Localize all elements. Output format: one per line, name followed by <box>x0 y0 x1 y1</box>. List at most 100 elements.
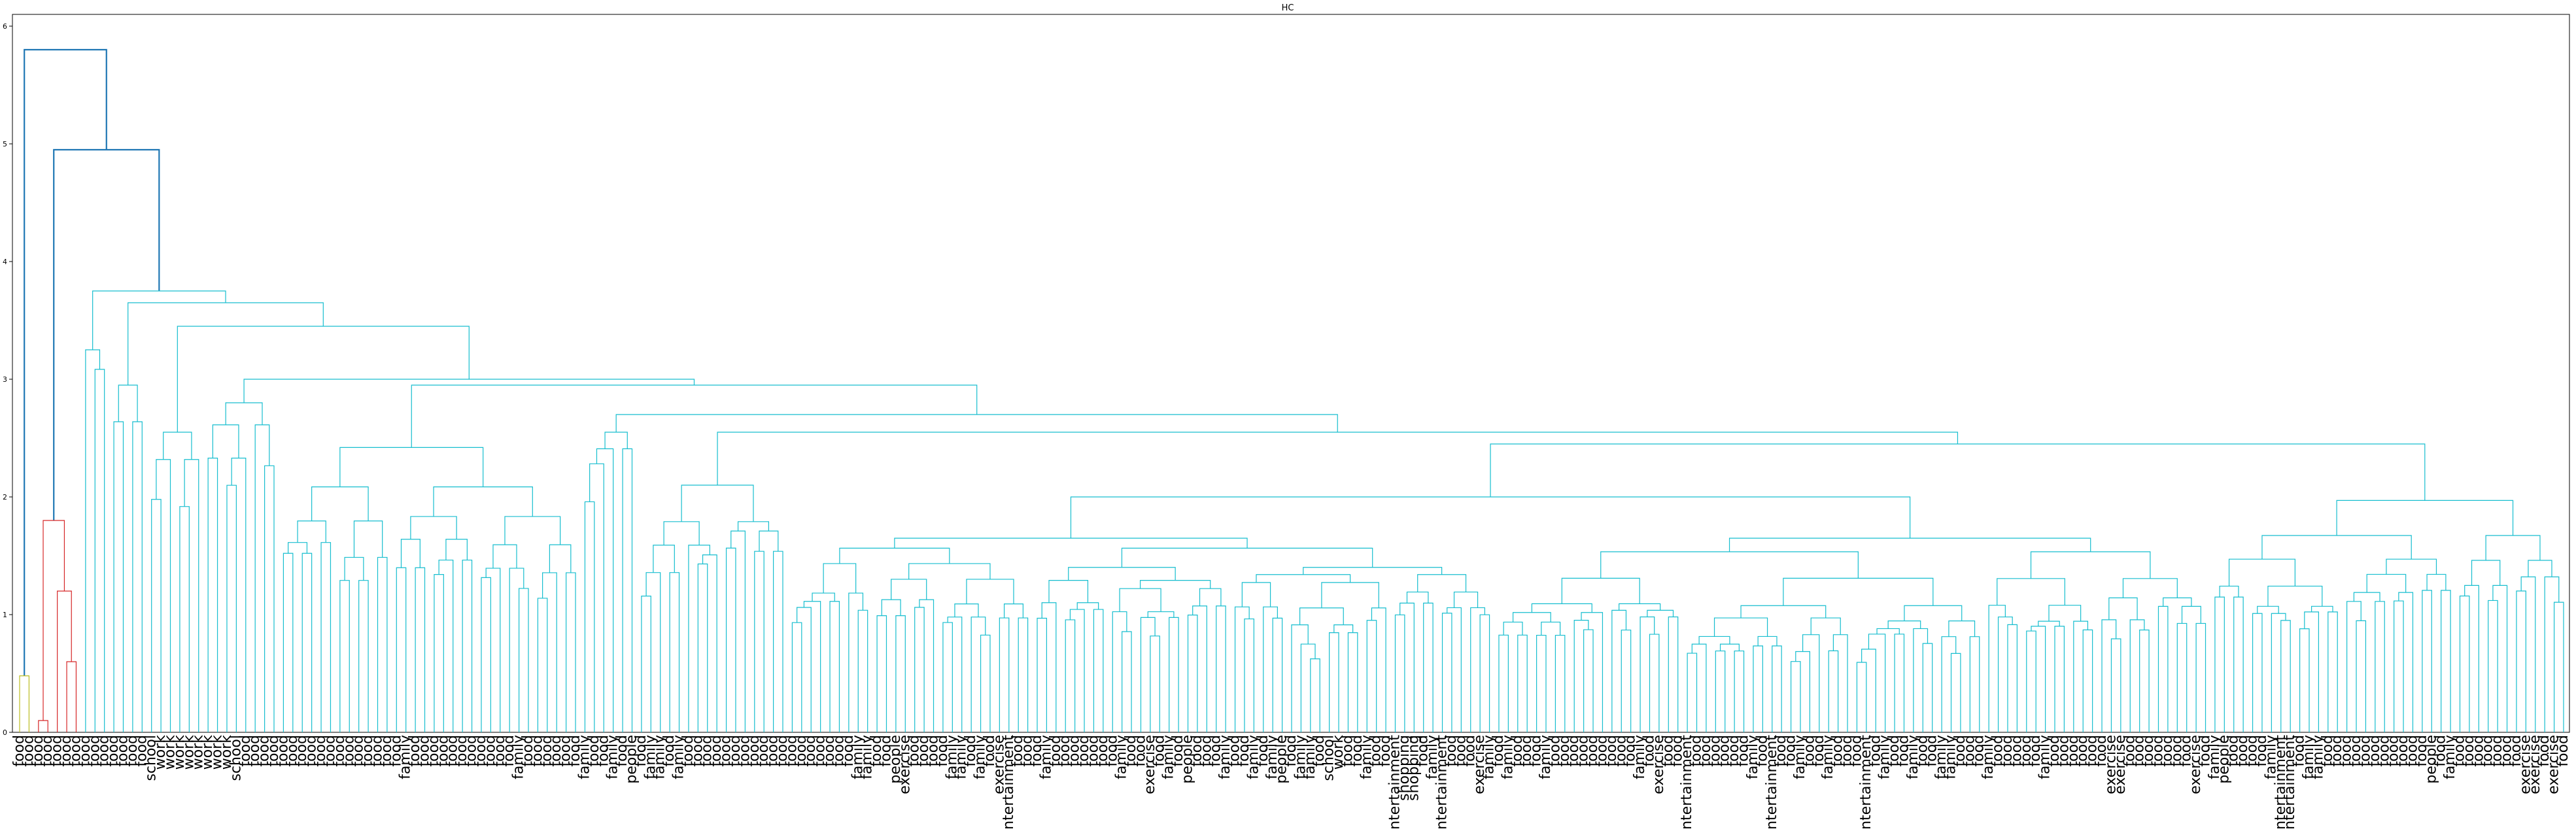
dendrogram-link <box>1065 619 1076 732</box>
leaf-label: work <box>199 735 216 770</box>
leaf-label: family <box>1632 735 1648 779</box>
leaf-label: family <box>1820 735 1836 779</box>
dendrogram-link <box>212 424 239 458</box>
dendrogram-link <box>2356 620 2367 732</box>
dendrogram-link <box>615 414 1338 432</box>
dendrogram-link <box>1573 620 1589 732</box>
dendrogram-link <box>2299 628 2310 732</box>
leaf-label: food <box>1726 735 1742 767</box>
dendrogram-link <box>410 516 457 539</box>
dendrogram-link <box>2108 597 2138 620</box>
dendrogram-link <box>759 530 779 552</box>
leaf-label: food <box>1509 735 1526 767</box>
leaf-label: family <box>576 735 592 779</box>
dendrogram-link <box>1621 629 1632 732</box>
dendrogram-link <box>1333 624 1354 633</box>
dendrogram-link <box>1447 607 1462 732</box>
dendrogram-link <box>1941 636 1957 732</box>
dendrogram-link <box>1719 643 1740 651</box>
dendrogram-link <box>1321 582 1379 608</box>
dendrogram-link <box>702 554 717 732</box>
leaf-label: food <box>595 735 611 767</box>
leaf-label: food <box>1717 735 1733 767</box>
leaf-label: food <box>878 735 894 767</box>
leaf-label: family <box>972 735 989 779</box>
leaf-label: family <box>1943 735 1959 779</box>
dendrogram-link <box>2261 535 2412 560</box>
dendrogram-link <box>1581 612 1604 732</box>
dendrogram-link <box>1187 615 1198 732</box>
leaf-label: food <box>482 735 498 767</box>
leaf-label: food <box>1736 735 1752 767</box>
dendrogram-link <box>1441 613 1452 732</box>
dendrogram-link <box>1649 634 1660 732</box>
dendrogram-link <box>1988 605 2006 732</box>
leaf-label: food <box>1698 735 1714 767</box>
leaf-label: food <box>332 735 348 767</box>
dendrogram-link <box>645 572 661 732</box>
dendrogram-link <box>2267 585 2323 607</box>
dendrogram-link <box>358 580 369 732</box>
leaf-label: food <box>256 735 273 767</box>
dendrogram-link <box>1241 582 1271 607</box>
dendrogram-link <box>1691 643 1707 732</box>
leaf-label: family <box>953 735 970 779</box>
leaf-label: food <box>275 735 291 767</box>
leaf-label: entertainment <box>2282 735 2298 830</box>
dendrogram-link <box>1640 616 1655 732</box>
leaf-label: food <box>2329 735 2345 767</box>
dendrogram-link <box>481 577 491 732</box>
leaf-label: exercise <box>1142 735 1158 794</box>
leaf-label: food <box>1170 735 1186 767</box>
leaf-label: exercise <box>2546 735 2562 794</box>
leaf-label: entertainment <box>1679 735 1695 830</box>
dendrogram-link <box>2426 573 2447 590</box>
leaf-label: family <box>1537 735 1554 779</box>
dendrogram-link <box>2280 620 2291 732</box>
leaf-label: exercise <box>1651 735 1667 794</box>
leaf-label: work <box>152 735 169 770</box>
leaf-label: exercise <box>2517 735 2533 794</box>
dendrogram-link <box>264 465 275 732</box>
dendrogram-link <box>737 521 769 532</box>
dendrogram-link <box>2516 590 2526 732</box>
leaf-label: food <box>2027 735 2044 767</box>
dendrogram-link <box>179 506 190 732</box>
dendrogram-link <box>829 601 840 732</box>
dendrogram-link <box>1037 617 1048 732</box>
dendrogram-link <box>697 563 708 732</box>
dendrogram-link <box>1366 620 1377 732</box>
dendrogram-link <box>2528 560 2552 577</box>
leaf-label: food <box>407 735 423 767</box>
leaf-label: food <box>1020 735 1036 767</box>
leaf-label: food <box>294 735 310 767</box>
leaf-label: family <box>1792 735 1808 779</box>
leaf-label: food <box>2367 735 2383 767</box>
dendrogram-link <box>812 592 835 602</box>
dendrogram-link <box>1139 580 1211 589</box>
dendrogram-link <box>1713 617 1768 637</box>
leaf-label: family <box>605 735 621 779</box>
dendrogram-link <box>24 48 107 676</box>
dendrogram-link <box>1904 605 1963 621</box>
dendrogram-link <box>1018 617 1029 732</box>
dendrogram-link <box>717 432 1959 485</box>
dendrogram-link <box>1802 634 1820 732</box>
leaf-label: food <box>369 735 385 767</box>
leaf-label: food <box>1085 735 1101 767</box>
leaf-label: family <box>1481 735 1498 779</box>
dendrogram-link <box>57 590 72 732</box>
dendrogram-link <box>283 552 294 732</box>
leaf-label: food <box>520 735 536 767</box>
dendrogram-link <box>184 459 199 732</box>
dendrogram-link <box>2459 595 2470 732</box>
leaf-label: food <box>1660 735 1676 767</box>
leaf-label: food <box>2395 735 2411 767</box>
dendrogram-link <box>2082 629 2093 732</box>
dendrogram-link <box>2346 601 2361 732</box>
dendrogram-link <box>895 615 906 732</box>
leaf-label: food <box>1057 735 1073 767</box>
dendrogram-link <box>725 547 736 732</box>
dendrogram-link <box>2181 605 2201 624</box>
dendrogram-link <box>1698 636 1730 645</box>
